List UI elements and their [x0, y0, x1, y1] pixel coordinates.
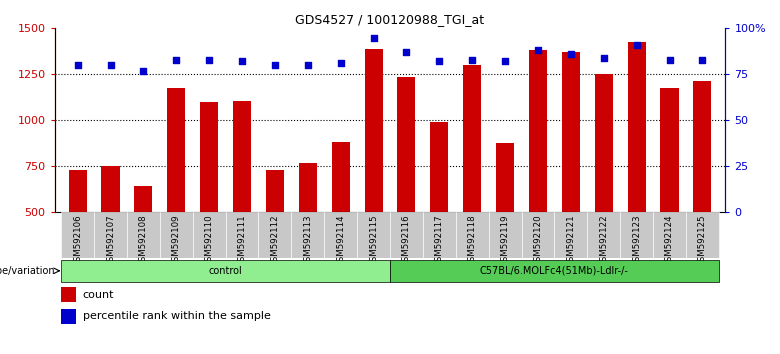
Bar: [390, 212, 423, 258]
Bar: [258, 212, 292, 258]
Bar: [555, 212, 587, 258]
Point: [335, 61, 347, 66]
Bar: [423, 212, 456, 258]
Text: GSM592121: GSM592121: [566, 215, 576, 267]
Bar: [61, 260, 390, 282]
Bar: [628, 42, 646, 212]
Bar: [62, 287, 76, 302]
Bar: [522, 212, 555, 258]
Point: [630, 42, 643, 48]
Text: percentile rank within the sample: percentile rank within the sample: [83, 311, 271, 321]
Text: GSM592114: GSM592114: [336, 215, 346, 267]
Text: GSM592124: GSM592124: [665, 215, 674, 267]
Bar: [562, 52, 580, 212]
Bar: [620, 212, 653, 258]
Bar: [101, 166, 119, 212]
Bar: [496, 143, 514, 212]
Point: [499, 59, 512, 64]
Bar: [456, 212, 488, 258]
Point: [137, 68, 150, 74]
Point: [597, 55, 610, 61]
Bar: [225, 212, 258, 258]
Bar: [357, 212, 390, 258]
Text: GSM592111: GSM592111: [238, 215, 246, 267]
Bar: [200, 102, 218, 212]
Bar: [69, 170, 87, 212]
Point: [367, 35, 380, 40]
Text: GSM592120: GSM592120: [534, 215, 542, 267]
Point: [203, 57, 215, 62]
Point: [696, 57, 708, 62]
Text: GSM592109: GSM592109: [172, 215, 181, 267]
Bar: [390, 260, 719, 282]
Bar: [160, 212, 193, 258]
Bar: [167, 88, 186, 212]
Text: C57BL/6.MOLFc4(51Mb)-Ldlr-/-: C57BL/6.MOLFc4(51Mb)-Ldlr-/-: [480, 266, 629, 276]
Text: GSM592117: GSM592117: [434, 215, 444, 267]
Text: GSM592123: GSM592123: [632, 215, 641, 267]
Bar: [587, 212, 620, 258]
Point: [302, 62, 314, 68]
Bar: [94, 212, 127, 258]
Bar: [61, 212, 94, 258]
Bar: [488, 212, 522, 258]
Text: count: count: [83, 290, 115, 300]
Text: GSM592113: GSM592113: [303, 215, 312, 267]
Bar: [292, 212, 324, 258]
Point: [565, 51, 577, 57]
Point: [466, 57, 478, 62]
Bar: [686, 212, 719, 258]
Bar: [397, 77, 416, 212]
Point: [236, 59, 248, 64]
Point: [532, 47, 544, 53]
Bar: [62, 309, 76, 324]
Bar: [431, 122, 448, 212]
Title: GDS4527 / 100120988_TGI_at: GDS4527 / 100120988_TGI_at: [296, 13, 484, 26]
Text: GSM592125: GSM592125: [698, 215, 707, 267]
Text: GSM592112: GSM592112: [271, 215, 279, 267]
Text: GSM592110: GSM592110: [204, 215, 214, 267]
Bar: [529, 50, 547, 212]
Text: GSM592122: GSM592122: [599, 215, 608, 267]
Bar: [463, 65, 481, 212]
Text: GSM592106: GSM592106: [73, 215, 82, 267]
Point: [105, 62, 117, 68]
Text: genotype/variation: genotype/variation: [0, 266, 55, 276]
Point: [400, 50, 413, 55]
Text: GSM592108: GSM592108: [139, 215, 148, 267]
Bar: [364, 48, 383, 212]
Text: GSM592119: GSM592119: [501, 215, 509, 267]
Point: [268, 62, 281, 68]
Text: control: control: [209, 266, 243, 276]
Bar: [693, 81, 711, 212]
Point: [72, 62, 84, 68]
Bar: [594, 74, 613, 212]
Bar: [233, 101, 251, 212]
Bar: [193, 212, 225, 258]
Text: GSM592115: GSM592115: [369, 215, 378, 267]
Bar: [299, 163, 317, 212]
Text: GSM592116: GSM592116: [402, 215, 411, 267]
Point: [433, 59, 445, 64]
Bar: [324, 212, 357, 258]
Bar: [134, 186, 152, 212]
Bar: [661, 88, 679, 212]
Point: [663, 57, 675, 62]
Text: GSM592118: GSM592118: [468, 215, 477, 267]
Bar: [127, 212, 160, 258]
Bar: [653, 212, 686, 258]
Text: GSM592107: GSM592107: [106, 215, 115, 267]
Bar: [266, 170, 284, 212]
Bar: [332, 142, 349, 212]
Point: [170, 57, 183, 62]
